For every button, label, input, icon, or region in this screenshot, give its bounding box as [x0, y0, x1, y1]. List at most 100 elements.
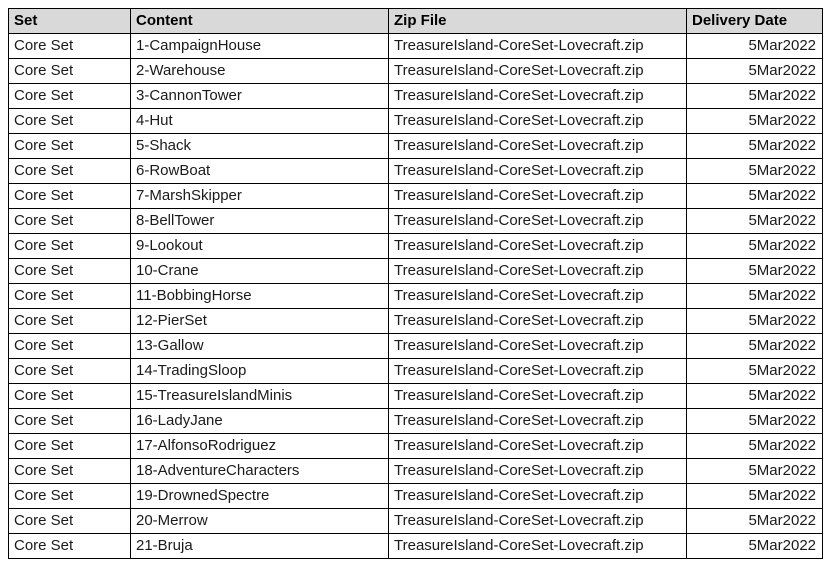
cell-zip-file: TreasureIsland-CoreSet-Lovecraft.zip: [388, 108, 687, 134]
delivery-table: Set Content Zip File Delivery Date Core …: [8, 8, 823, 559]
cell-set: Core Set: [8, 333, 131, 359]
cell-set: Core Set: [8, 183, 131, 209]
table-row: Core Set 18-AdventureCharacters Treasure…: [8, 458, 823, 484]
table-row: Core Set 14-TradingSloop TreasureIsland-…: [8, 358, 823, 384]
cell-zip-file: TreasureIsland-CoreSet-Lovecraft.zip: [388, 258, 687, 284]
cell-set: Core Set: [8, 233, 131, 259]
cell-content: 5-Shack: [130, 133, 389, 159]
cell-content: 12-PierSet: [130, 308, 389, 334]
column-header-zip-file: Zip File: [388, 8, 687, 34]
cell-set: Core Set: [8, 83, 131, 109]
cell-delivery-date: 5Mar2022: [686, 208, 823, 234]
cell-delivery-date: 5Mar2022: [686, 133, 823, 159]
cell-content: 3-CannonTower: [130, 83, 389, 109]
cell-delivery-date: 5Mar2022: [686, 358, 823, 384]
cell-delivery-date: 5Mar2022: [686, 158, 823, 184]
cell-zip-file: TreasureIsland-CoreSet-Lovecraft.zip: [388, 158, 687, 184]
cell-zip-file: TreasureIsland-CoreSet-Lovecraft.zip: [388, 533, 687, 559]
table-row: Core Set 8-BellTower TreasureIsland-Core…: [8, 208, 823, 234]
cell-delivery-date: 5Mar2022: [686, 383, 823, 409]
cell-zip-file: TreasureIsland-CoreSet-Lovecraft.zip: [388, 433, 687, 459]
cell-zip-file: TreasureIsland-CoreSet-Lovecraft.zip: [388, 83, 687, 109]
table-row: Core Set 17-AlfonsoRodriguez TreasureIsl…: [8, 433, 823, 459]
table-row: Core Set 1-CampaignHouse TreasureIsland-…: [8, 33, 823, 59]
cell-set: Core Set: [8, 58, 131, 84]
cell-delivery-date: 5Mar2022: [686, 258, 823, 284]
cell-delivery-date: 5Mar2022: [686, 308, 823, 334]
table-row: Core Set 21-Bruja TreasureIsland-CoreSet…: [8, 533, 823, 559]
cell-delivery-date: 5Mar2022: [686, 333, 823, 359]
cell-delivery-date: 5Mar2022: [686, 408, 823, 434]
table-row: Core Set 12-PierSet TreasureIsland-CoreS…: [8, 308, 823, 334]
cell-set: Core Set: [8, 483, 131, 509]
cell-zip-file: TreasureIsland-CoreSet-Lovecraft.zip: [388, 33, 687, 59]
cell-zip-file: TreasureIsland-CoreSet-Lovecraft.zip: [388, 208, 687, 234]
cell-content: 14-TradingSloop: [130, 358, 389, 384]
table-row: Core Set 11-BobbingHorse TreasureIsland-…: [8, 283, 823, 309]
cell-zip-file: TreasureIsland-CoreSet-Lovecraft.zip: [388, 183, 687, 209]
cell-delivery-date: 5Mar2022: [686, 33, 823, 59]
table-row: Core Set 3-CannonTower TreasureIsland-Co…: [8, 83, 823, 109]
cell-zip-file: TreasureIsland-CoreSet-Lovecraft.zip: [388, 133, 687, 159]
table-row: Core Set 16-LadyJane TreasureIsland-Core…: [8, 408, 823, 434]
cell-content: 16-LadyJane: [130, 408, 389, 434]
cell-content: 21-Bruja: [130, 533, 389, 559]
table-row: Core Set 15-TreasureIslandMinis Treasure…: [8, 383, 823, 409]
cell-zip-file: TreasureIsland-CoreSet-Lovecraft.zip: [388, 383, 687, 409]
cell-content: 18-AdventureCharacters: [130, 458, 389, 484]
cell-zip-file: TreasureIsland-CoreSet-Lovecraft.zip: [388, 233, 687, 259]
column-header-delivery-date: Delivery Date: [686, 8, 823, 34]
cell-content: 4-Hut: [130, 108, 389, 134]
cell-delivery-date: 5Mar2022: [686, 108, 823, 134]
table-row: Core Set 13-Gallow TreasureIsland-CoreSe…: [8, 333, 823, 359]
table-row: Core Set 10-Crane TreasureIsland-CoreSet…: [8, 258, 823, 284]
cell-set: Core Set: [8, 283, 131, 309]
cell-set: Core Set: [8, 358, 131, 384]
cell-content: 17-AlfonsoRodriguez: [130, 433, 389, 459]
table-row: Core Set 7-MarshSkipper TreasureIsland-C…: [8, 183, 823, 209]
table-row: Core Set 9-Lookout TreasureIsland-CoreSe…: [8, 233, 823, 259]
cell-content: 9-Lookout: [130, 233, 389, 259]
cell-set: Core Set: [8, 408, 131, 434]
cell-content: 10-Crane: [130, 258, 389, 284]
cell-delivery-date: 5Mar2022: [686, 458, 823, 484]
cell-set: Core Set: [8, 533, 131, 559]
header-row: Set Content Zip File Delivery Date: [8, 8, 823, 34]
cell-set: Core Set: [8, 308, 131, 334]
cell-delivery-date: 5Mar2022: [686, 183, 823, 209]
cell-set: Core Set: [8, 133, 131, 159]
column-header-set: Set: [8, 8, 131, 34]
cell-delivery-date: 5Mar2022: [686, 233, 823, 259]
cell-delivery-date: 5Mar2022: [686, 508, 823, 534]
cell-content: 2-Warehouse: [130, 58, 389, 84]
cell-delivery-date: 5Mar2022: [686, 83, 823, 109]
cell-zip-file: TreasureIsland-CoreSet-Lovecraft.zip: [388, 483, 687, 509]
column-header-content: Content: [130, 8, 389, 34]
cell-content: 13-Gallow: [130, 333, 389, 359]
cell-content: 6-RowBoat: [130, 158, 389, 184]
cell-set: Core Set: [8, 258, 131, 284]
cell-zip-file: TreasureIsland-CoreSet-Lovecraft.zip: [388, 58, 687, 84]
cell-zip-file: TreasureIsland-CoreSet-Lovecraft.zip: [388, 283, 687, 309]
cell-set: Core Set: [8, 383, 131, 409]
cell-zip-file: TreasureIsland-CoreSet-Lovecraft.zip: [388, 358, 687, 384]
cell-delivery-date: 5Mar2022: [686, 483, 823, 509]
cell-content: 19-DrownedSpectre: [130, 483, 389, 509]
cell-content: 7-MarshSkipper: [130, 183, 389, 209]
table-row: Core Set 2-Warehouse TreasureIsland-Core…: [8, 58, 823, 84]
cell-delivery-date: 5Mar2022: [686, 283, 823, 309]
cell-zip-file: TreasureIsland-CoreSet-Lovecraft.zip: [388, 508, 687, 534]
cell-zip-file: TreasureIsland-CoreSet-Lovecraft.zip: [388, 408, 687, 434]
cell-set: Core Set: [8, 508, 131, 534]
table-row: Core Set 4-Hut TreasureIsland-CoreSet-Lo…: [8, 108, 823, 134]
cell-set: Core Set: [8, 108, 131, 134]
table-row: Core Set 19-DrownedSpectre TreasureIslan…: [8, 483, 823, 509]
table-row: Core Set 20-Merrow TreasureIsland-CoreSe…: [8, 508, 823, 534]
cell-zip-file: TreasureIsland-CoreSet-Lovecraft.zip: [388, 308, 687, 334]
cell-delivery-date: 5Mar2022: [686, 433, 823, 459]
cell-content: 1-CampaignHouse: [130, 33, 389, 59]
cell-set: Core Set: [8, 208, 131, 234]
table-row: Core Set 6-RowBoat TreasureIsland-CoreSe…: [8, 158, 823, 184]
cell-set: Core Set: [8, 33, 131, 59]
cell-set: Core Set: [8, 458, 131, 484]
